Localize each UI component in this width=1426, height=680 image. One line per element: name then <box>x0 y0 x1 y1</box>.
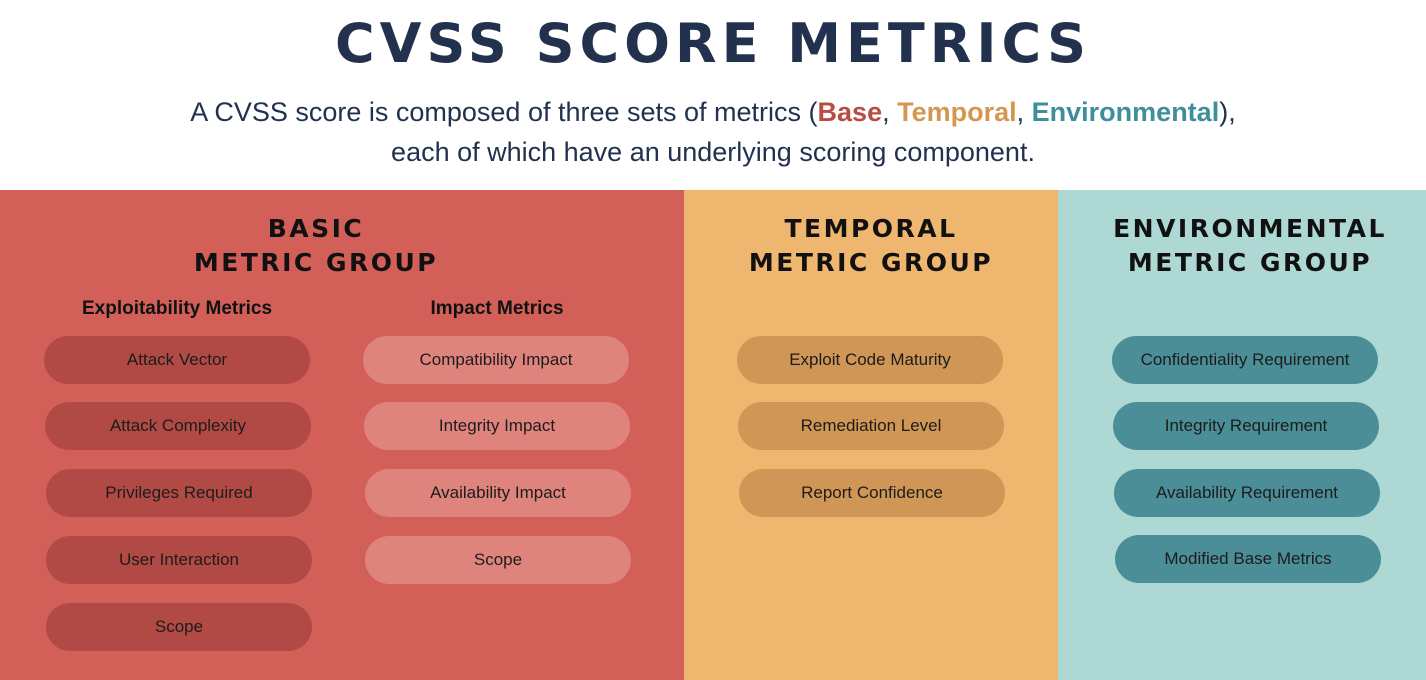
temporal-metric-group-panel: TEMPORAL METRIC GROUP Exploit Code Matur… <box>684 190 1058 680</box>
exploitability-metric-pill: Scope <box>46 603 312 651</box>
environmental-metric-pill: Modified Base Metrics <box>1115 535 1381 583</box>
base-group-title-line-1: BASIC <box>267 214 365 243</box>
exploitability-metric-pill: Attack Vector <box>44 336 310 384</box>
subtitle-separator: , <box>1016 97 1032 127</box>
page-title: CVSS SCORE METRICS <box>335 12 1091 75</box>
base-group-title: BASIC METRIC GROUP <box>106 212 526 280</box>
base-metric-group-panel: BASIC METRIC GROUP Exploitability Metric… <box>0 190 684 680</box>
impact-metric-pill: Compatibility Impact <box>363 336 629 384</box>
subtitle-line-1: A CVSS score is composed of three sets o… <box>0 92 1426 132</box>
impact-metrics-heading: Impact Metrics <box>430 298 564 319</box>
exploitability-metrics-heading: Exploitability Metrics <box>81 298 273 319</box>
subtitle-text-pre: A CVSS score is composed of three sets o… <box>190 97 818 127</box>
exploitability-metric-pill: User Interaction <box>46 536 312 584</box>
environmental-metric-pill: Availability Requirement <box>1114 469 1380 517</box>
page-subtitle: A CVSS score is composed of three sets o… <box>0 92 1426 172</box>
base-keyword: Base <box>817 97 883 127</box>
temporal-metric-pill: Remediation Level <box>738 402 1004 450</box>
environmental-keyword: Environmental <box>1031 97 1220 127</box>
environmental-group-title-line-1: ENVIRONMENTAL <box>1113 214 1387 243</box>
exploitability-metric-pill: Privileges Required <box>46 469 312 517</box>
environmental-metric-pill: Confidentiality Requirement <box>1112 336 1378 384</box>
temporal-group-title-line-2: METRIC GROUP <box>748 248 994 277</box>
subtitle-text-post: ), <box>1219 97 1236 127</box>
temporal-metric-pill: Exploit Code Maturity <box>737 336 1003 384</box>
temporal-keyword: Temporal <box>897 97 1017 127</box>
impact-metric-pill: Scope <box>365 536 631 584</box>
subtitle-line-2: each of which have an underlying scoring… <box>391 137 1035 167</box>
subtitle-separator: , <box>882 97 898 127</box>
temporal-metric-pill: Report Confidence <box>739 469 1005 517</box>
impact-metric-pill: Integrity Impact <box>364 402 630 450</box>
base-group-title-line-2: METRIC GROUP <box>193 248 439 277</box>
environmental-metric-pill: Integrity Requirement <box>1113 402 1379 450</box>
environmental-group-title-line-2: METRIC GROUP <box>1127 248 1373 277</box>
temporal-group-title: TEMPORAL METRIC GROUP <box>684 212 1058 280</box>
temporal-group-title-line-1: TEMPORAL <box>784 214 958 243</box>
impact-metric-pill: Availability Impact <box>365 469 631 517</box>
environmental-metric-group-panel: ENVIRONMENTAL METRIC GROUP Confidentiali… <box>1058 190 1426 680</box>
environmental-group-title: ENVIRONMENTAL METRIC GROUP <box>1058 212 1426 280</box>
exploitability-metric-pill: Attack Complexity <box>45 402 311 450</box>
